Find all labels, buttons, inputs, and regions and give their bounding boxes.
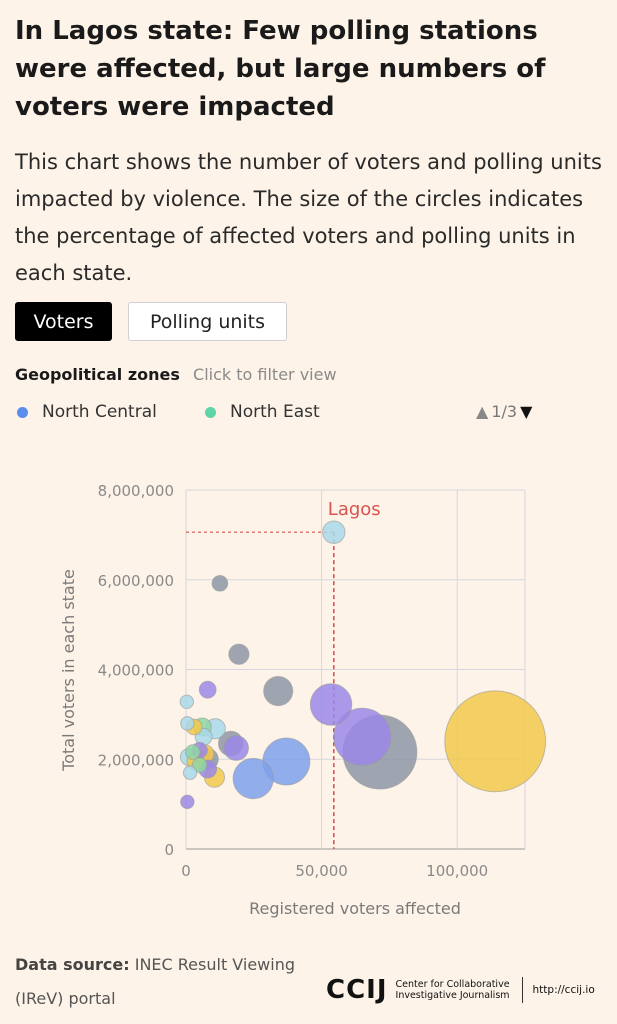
data-bubble[interactable] [309, 683, 353, 726]
y-tick-label: 4,000,000 [98, 662, 174, 680]
data-bubble[interactable] [180, 716, 195, 731]
legend-dot-north-central [17, 406, 28, 418]
y-tick-label: 2,000,000 [98, 751, 174, 769]
data-bubble[interactable] [263, 675, 294, 707]
pager-label: 1/3 [491, 402, 518, 421]
logo-separator [521, 977, 523, 1003]
x-tick-label: 0 [181, 862, 191, 880]
data-bubble[interactable] [182, 765, 198, 780]
pager-down-icon[interactable]: ▼ [520, 402, 533, 421]
x-tick-label: 50,000 [295, 862, 348, 880]
logo-name-line1: Center for Collaborative [395, 979, 510, 990]
pager-up-icon[interactable]: ▲ [476, 402, 489, 421]
data-bubble[interactable] [180, 794, 195, 810]
legend-header: Geopolitical zones Click to filter view [15, 365, 337, 384]
legend-hint: Click to filter view [193, 365, 337, 384]
x-tick-label: 100,000 [426, 862, 488, 880]
logo-mark: CCIJ [326, 975, 388, 1005]
legend-title: Geopolitical zones [15, 365, 180, 384]
data-bubble[interactable] [444, 690, 547, 793]
legend-label-north-east: North East [230, 402, 320, 422]
logo-url[interactable]: http://ccij.io [532, 984, 595, 996]
data-bubble[interactable] [322, 520, 346, 544]
y-tick-label: 0 [164, 841, 174, 859]
legend-item-north-east[interactable]: North East [205, 402, 320, 422]
logo-name-line2: Investigative Journalism [395, 990, 510, 1001]
y-tick-label: 6,000,000 [98, 572, 174, 590]
data-bubble[interactable] [232, 757, 274, 800]
data-bubble[interactable] [223, 735, 249, 761]
legend-dot-north-east [205, 406, 216, 418]
logo-name: Center for Collaborative Investigative J… [396, 979, 516, 1001]
scatter-chart: Lagos 0 2,000,000 4,000,000 6,000,000 8,000,… [59, 482, 547, 918]
y-axis-title: Total voters in each state [59, 569, 78, 772]
chart-subtitle: This chart shows the number of voters an… [15, 150, 602, 285]
x-axis-title: Registered voters affected [249, 899, 461, 918]
data-source: Data source: INEC Result Viewing (IReV) … [15, 948, 315, 1016]
data-bubble[interactable] [228, 643, 250, 665]
ccij-logo: CCIJ Center for Collaborative Investigat… [326, 975, 595, 1005]
data-bubble[interactable] [333, 707, 392, 766]
legend-item-north-central[interactable]: North Central [17, 402, 157, 422]
data-bubble[interactable] [211, 575, 229, 592]
data-source-label: Data source: [15, 955, 130, 974]
lagos-annotation-label: Lagos [328, 499, 381, 520]
polling-units-toggle-button[interactable]: Polling units [128, 302, 287, 341]
legend-label-north-central: North Central [42, 402, 157, 422]
chart-title: In Lagos state: Few polling stations wer… [15, 16, 546, 122]
data-source-text: INEC Result Viewing (IReV) portal [15, 955, 296, 1008]
voters-toggle-button[interactable]: Voters [15, 302, 112, 341]
data-bubble[interactable] [198, 680, 217, 699]
data-bubble[interactable] [179, 694, 195, 710]
y-tick-label: 8,000,000 [98, 482, 174, 500]
legend-pager: ▲ 1/3 ▼ [476, 402, 532, 421]
data-bubble[interactable] [185, 744, 201, 760]
